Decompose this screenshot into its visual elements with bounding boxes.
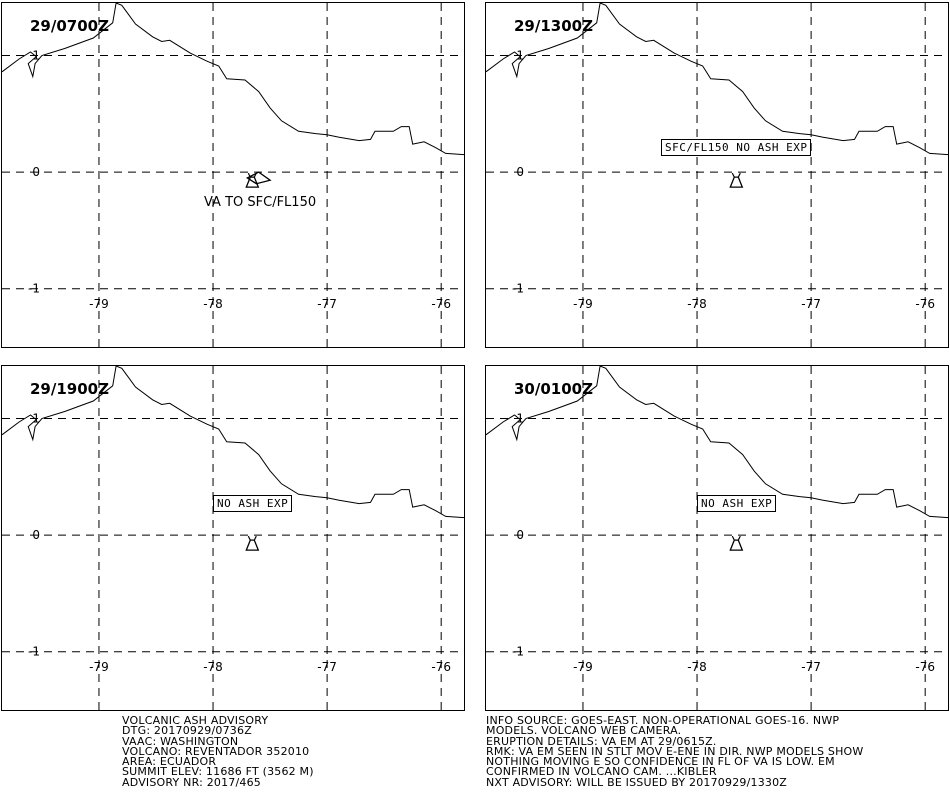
- longitude-tick-label: -78: [687, 297, 707, 311]
- map-canvas: 1 0 -1 -79 -78 -77 -76: [2, 3, 464, 347]
- advisory-line: VOLCANO: REVENTADOR 352010: [122, 744, 310, 758]
- country-border-line: [2, 3, 464, 156]
- volcano-plume-shape: [731, 535, 741, 541]
- advisory-line: NOTHING MOVING E SO CONFIDENCE IN FL OF …: [486, 755, 835, 769]
- volcano-icon: [729, 535, 744, 551]
- forecast-time-label: 29/0700Z: [30, 17, 109, 35]
- country-border-line: [486, 3, 948, 156]
- latitude-tick-label: -1: [512, 282, 524, 296]
- advisory-line: SUMMIT ELEV: 11686 FT (3562 M): [122, 765, 314, 779]
- volcano-plume-shape: [247, 535, 257, 541]
- volcano-icon: [729, 172, 744, 188]
- advisory-line: AREA: ECUADOR: [122, 755, 217, 769]
- longitude-tick-label: -79: [89, 660, 109, 674]
- advisory-line: NXT ADVISORY: WILL BE ISSUED BY 20170929…: [486, 775, 788, 789]
- longitude-tick-label: -77: [317, 297, 337, 311]
- forecast-panel-2: 1 0 -1 -79 -78 -77 -76 29/1300Z SFC/FL150 NO ASH…: [485, 2, 949, 348]
- longitude-tick-label: -77: [801, 297, 821, 311]
- advisory-line: DTG: 20170929/0736Z: [122, 724, 252, 738]
- latitude-tick-label: 1: [32, 411, 40, 425]
- latitude-tick-label: 0: [516, 528, 524, 542]
- longitude-tick-label: -77: [801, 660, 821, 674]
- forecast-time-label: 29/1300Z: [514, 17, 593, 35]
- map-canvas: 1 0 -1 -79 -78 -77 -76: [486, 3, 948, 347]
- advisory-line: INFO SOURCE: GOES-EAST. NON-OPERATIONAL …: [486, 714, 840, 727]
- forecast-time-label: 30/0100Z: [514, 380, 593, 398]
- advisory-line: VAAC: WASHINGTON: [122, 734, 239, 748]
- map-canvas: 1 0 -1 -79 -78 -77 -76: [2, 366, 464, 710]
- volcano-icon: [245, 535, 260, 551]
- latitude-tick-label: -1: [28, 282, 40, 296]
- advisory-header-text: VOLCANIC ASH ADVISORY DTG: 20170929/0736…: [122, 714, 472, 789]
- forecast-panel-4: 1 0 -1 -79 -78 -77 -76 30/0100Z NO ASH EXP: [485, 365, 949, 711]
- forecast-panel-3: 1 0 -1 -79 -78 -77 -76 29/1900Z NO ASH EXP: [1, 365, 465, 711]
- advisory-line: VOLCANIC ASH ADVISORY: [122, 714, 269, 727]
- latitude-tick-label: -1: [28, 645, 40, 659]
- ash-forecast-box-label: SFC/FL150 NO ASH EXP: [661, 139, 812, 156]
- map-canvas: 1 0 -1 -79 -78 -77 -76: [486, 366, 948, 710]
- country-border-line: [2, 366, 464, 519]
- longitude-tick-label: -79: [89, 297, 109, 311]
- volcano-icon: [245, 172, 260, 188]
- longitude-tick-label: -78: [203, 297, 223, 311]
- latitude-tick-label: 0: [516, 165, 524, 179]
- longitude-tick-label: -76: [431, 297, 451, 311]
- advisory-remarks-text: INFO SOURCE: GOES-EAST. NON-OPERATIONAL …: [486, 714, 941, 789]
- latitude-tick-label: 1: [516, 411, 524, 425]
- ash-forecast-box-label: NO ASH EXP: [213, 495, 293, 512]
- volcano-cone-shape: [729, 539, 744, 551]
- advisory-line: CONFIRMED IN VOLCANO CAM. ...KIBLER: [486, 765, 717, 779]
- latitude-tick-label: 1: [516, 48, 524, 62]
- advisory-line: ERUPTION DETAILS: VA EM AT 29/0615Z.: [486, 734, 717, 748]
- volcano-cone-shape: [245, 539, 260, 551]
- ash-cloud-polygon: [245, 171, 272, 185]
- volcano-plume-shape: [247, 172, 257, 178]
- longitude-tick-label: -77: [317, 660, 337, 674]
- latitude-tick-label: -1: [512, 645, 524, 659]
- longitude-tick-label: -76: [915, 660, 935, 674]
- latitude-tick-label: 0: [32, 165, 40, 179]
- longitude-tick-label: -79: [573, 297, 593, 311]
- advisory-line: ADVISORY NR: 2017/465: [122, 775, 261, 789]
- advisory-line: RMK: VA EM SEEN IN STLT MOV E-ENE IN DIR…: [486, 744, 864, 758]
- latitude-tick-label: 0: [32, 528, 40, 542]
- longitude-tick-label: -78: [203, 660, 223, 674]
- ash-forecast-box-label: NO ASH EXP: [697, 495, 777, 512]
- ash-layer-label: VA TO SFC/FL150: [204, 195, 317, 210]
- volcano-cone-shape: [729, 176, 744, 188]
- forecast-panel-1: 1 0 -1 -79 -78 -77 -76 29/0700Z VA TO SFC/FL150: [1, 2, 465, 348]
- longitude-tick-label: -78: [687, 660, 707, 674]
- latitude-tick-label: 1: [32, 48, 40, 62]
- forecast-time-label: 29/1900Z: [30, 380, 109, 398]
- advisory-line: MODELS. VOLCANO WEB CAMERA.: [486, 724, 682, 738]
- country-border-line: [486, 366, 948, 519]
- volcano-plume-shape: [731, 172, 741, 178]
- longitude-tick-label: -79: [573, 660, 593, 674]
- longitude-tick-label: -76: [431, 660, 451, 674]
- longitude-tick-label: -76: [915, 297, 935, 311]
